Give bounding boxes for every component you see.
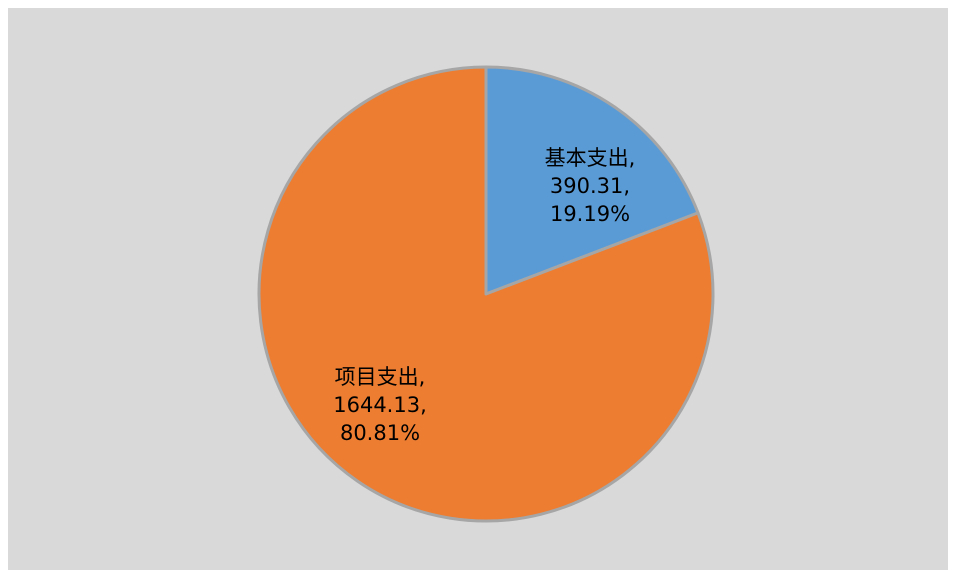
pie-slice-label-line: 项目支出,: [335, 365, 426, 389]
pie-labels: 基本支出, 390.31, 19.19% 项目支出, 1644.13, 80.81%: [333, 146, 635, 445]
pie-slices: [257, 65, 715, 523]
pie-slice-1: [484, 65, 700, 296]
pie-slice-label-2: 项目支出, 1644.13, 80.81%: [333, 365, 427, 445]
pie-slice-label-1: 基本支出, 390.31, 19.19%: [545, 146, 636, 226]
pie-slice-label-line: 19.19%: [550, 202, 630, 226]
pie-slice-label-line: 1644.13,: [333, 393, 427, 417]
chart-area: 基本支出, 390.31, 19.19% 项目支出, 1644.13, 80.81%: [8, 8, 948, 570]
pie-slice-2: [257, 65, 715, 523]
pie-chart: 基本支出, 390.31, 19.19% 项目支出, 1644.13, 80.81%: [257, 65, 715, 523]
pie-slice-label-line: 基本支出,: [545, 146, 636, 170]
pie-slice-label-line: 80.81%: [340, 421, 420, 445]
pie-slice-label-line: 390.31,: [550, 174, 630, 198]
